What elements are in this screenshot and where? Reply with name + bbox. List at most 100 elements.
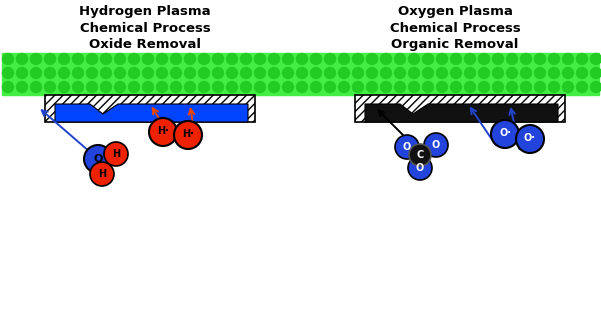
Circle shape bbox=[31, 68, 41, 79]
Circle shape bbox=[394, 54, 406, 64]
Circle shape bbox=[213, 68, 224, 79]
Circle shape bbox=[549, 81, 560, 93]
Circle shape bbox=[2, 81, 13, 93]
Text: H·: H· bbox=[182, 129, 194, 139]
Circle shape bbox=[394, 81, 406, 93]
Circle shape bbox=[174, 121, 202, 149]
Circle shape bbox=[436, 54, 448, 64]
Circle shape bbox=[269, 81, 279, 93]
Circle shape bbox=[465, 68, 475, 79]
Circle shape bbox=[534, 68, 546, 79]
Circle shape bbox=[367, 68, 377, 79]
Circle shape bbox=[269, 68, 279, 79]
Circle shape bbox=[491, 120, 519, 148]
Circle shape bbox=[451, 54, 462, 64]
Text: C: C bbox=[416, 150, 424, 160]
Text: O: O bbox=[432, 140, 440, 150]
Circle shape bbox=[115, 54, 126, 64]
Circle shape bbox=[325, 68, 335, 79]
Circle shape bbox=[185, 81, 195, 93]
Circle shape bbox=[213, 54, 224, 64]
Circle shape bbox=[73, 54, 84, 64]
Circle shape bbox=[58, 68, 70, 79]
Polygon shape bbox=[365, 104, 558, 122]
Circle shape bbox=[591, 68, 601, 79]
Circle shape bbox=[31, 81, 41, 93]
Text: Oxygen Plasma
Chemical Process
Organic Removal: Oxygen Plasma Chemical Process Organic R… bbox=[389, 5, 520, 51]
Circle shape bbox=[465, 54, 475, 64]
Circle shape bbox=[591, 54, 601, 64]
Text: H·: H· bbox=[157, 126, 169, 136]
Circle shape bbox=[282, 68, 293, 79]
Circle shape bbox=[73, 68, 84, 79]
Circle shape bbox=[478, 54, 489, 64]
Text: O·: O· bbox=[524, 133, 536, 143]
Circle shape bbox=[353, 81, 364, 93]
Circle shape bbox=[576, 68, 588, 79]
Circle shape bbox=[563, 54, 573, 64]
Circle shape bbox=[240, 54, 251, 64]
Circle shape bbox=[576, 81, 588, 93]
Circle shape bbox=[296, 54, 308, 64]
Circle shape bbox=[185, 54, 195, 64]
Text: O: O bbox=[416, 163, 424, 173]
Circle shape bbox=[87, 81, 97, 93]
Circle shape bbox=[213, 81, 224, 93]
Circle shape bbox=[227, 54, 237, 64]
Circle shape bbox=[16, 81, 28, 93]
Circle shape bbox=[44, 54, 55, 64]
Circle shape bbox=[423, 81, 433, 93]
Text: O: O bbox=[93, 154, 103, 164]
Circle shape bbox=[424, 133, 448, 157]
Circle shape bbox=[156, 68, 168, 79]
Text: Hydrogen Plasma
Chemical Process
Oxide Removal: Hydrogen Plasma Chemical Process Oxide R… bbox=[79, 5, 211, 51]
Circle shape bbox=[338, 54, 350, 64]
Circle shape bbox=[516, 125, 544, 153]
Text: 化学清洗工艺: 化学清洗工艺 bbox=[428, 107, 483, 122]
Circle shape bbox=[520, 54, 531, 64]
Circle shape bbox=[353, 54, 364, 64]
Circle shape bbox=[296, 68, 308, 79]
Circle shape bbox=[338, 68, 350, 79]
Circle shape bbox=[395, 135, 419, 159]
Circle shape bbox=[58, 81, 70, 93]
Circle shape bbox=[31, 54, 41, 64]
Text: 化学清洗工艺: 化学清洗工艺 bbox=[118, 107, 172, 122]
Circle shape bbox=[240, 81, 251, 93]
Circle shape bbox=[227, 81, 237, 93]
Text: H: H bbox=[112, 149, 120, 159]
Circle shape bbox=[16, 54, 28, 64]
Circle shape bbox=[549, 54, 560, 64]
Circle shape bbox=[100, 54, 112, 64]
Circle shape bbox=[254, 54, 266, 64]
Text: O·: O· bbox=[499, 128, 511, 138]
Circle shape bbox=[240, 68, 251, 79]
Text: O: O bbox=[403, 142, 411, 152]
Circle shape bbox=[254, 68, 266, 79]
Circle shape bbox=[465, 81, 475, 93]
Circle shape bbox=[87, 54, 97, 64]
Circle shape bbox=[198, 68, 210, 79]
Circle shape bbox=[171, 68, 182, 79]
Circle shape bbox=[311, 68, 322, 79]
Circle shape bbox=[451, 68, 462, 79]
Circle shape bbox=[380, 68, 391, 79]
Circle shape bbox=[549, 68, 560, 79]
Circle shape bbox=[227, 68, 237, 79]
Circle shape bbox=[129, 54, 139, 64]
Circle shape bbox=[58, 54, 70, 64]
Circle shape bbox=[367, 54, 377, 64]
Circle shape bbox=[492, 81, 504, 93]
Circle shape bbox=[16, 68, 28, 79]
Circle shape bbox=[436, 68, 448, 79]
Circle shape bbox=[380, 81, 391, 93]
Circle shape bbox=[325, 54, 335, 64]
Circle shape bbox=[87, 68, 97, 79]
Bar bbox=[355, 95, 565, 122]
Circle shape bbox=[296, 81, 308, 93]
Circle shape bbox=[171, 81, 182, 93]
Circle shape bbox=[142, 81, 153, 93]
Circle shape bbox=[492, 68, 504, 79]
Circle shape bbox=[507, 68, 517, 79]
Circle shape bbox=[591, 81, 601, 93]
